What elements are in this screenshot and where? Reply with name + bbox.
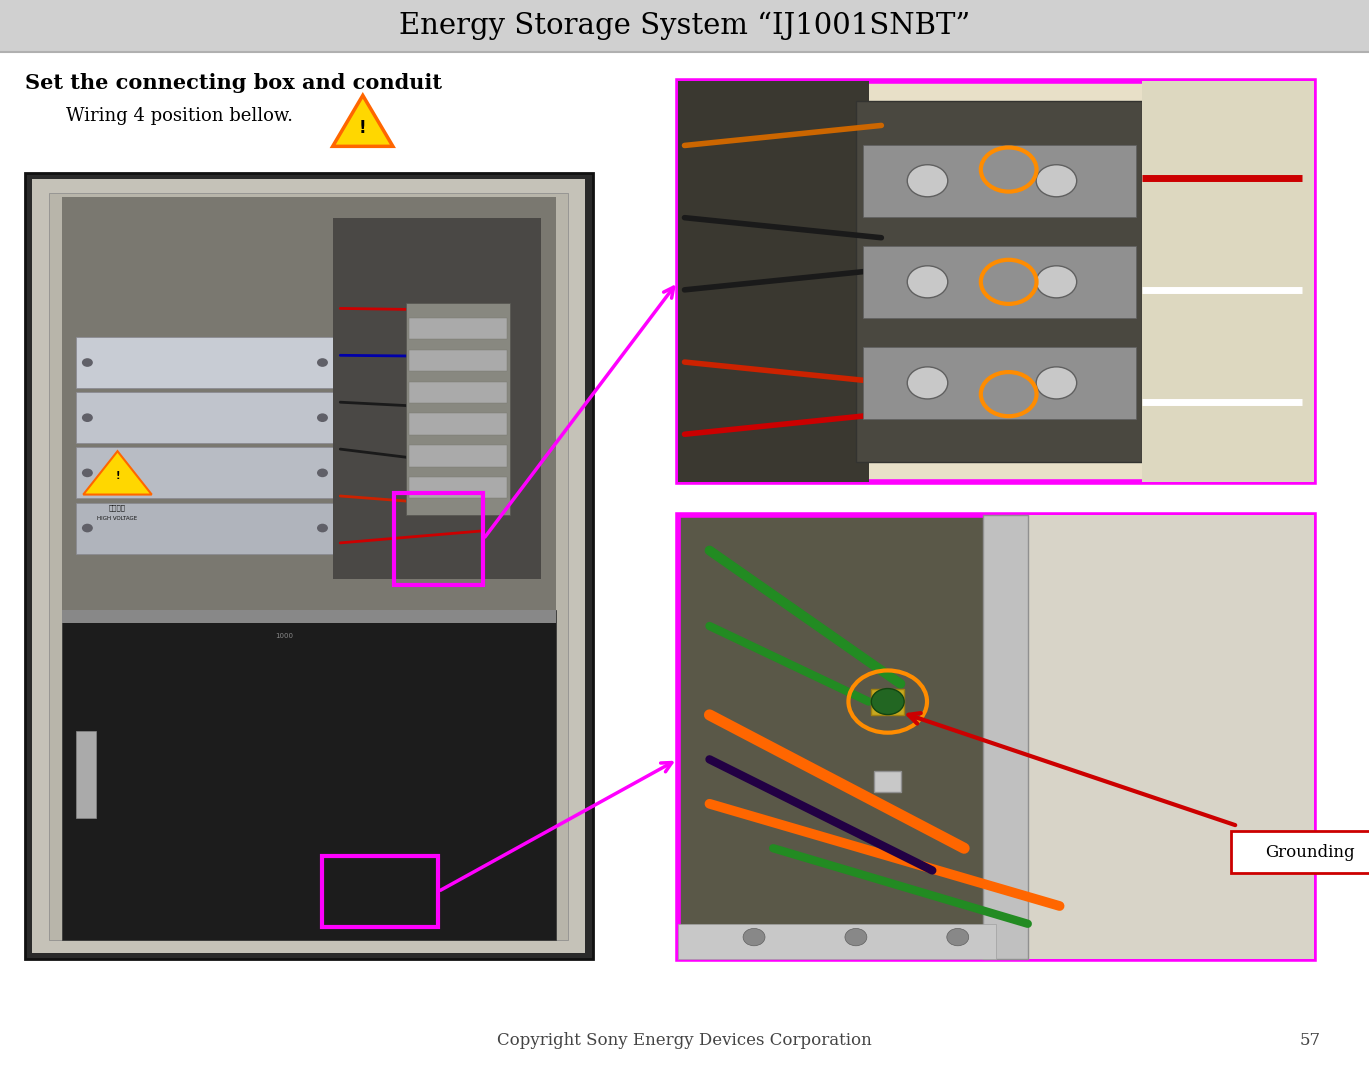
Circle shape bbox=[82, 358, 93, 366]
Bar bbox=[77, 448, 334, 499]
Bar bbox=[862, 144, 1135, 217]
Text: !: ! bbox=[359, 119, 367, 137]
Bar bbox=[0, 0, 1369, 52]
Bar bbox=[62, 609, 556, 623]
Bar bbox=[678, 924, 997, 959]
Text: 1000: 1000 bbox=[275, 633, 293, 640]
Bar bbox=[77, 392, 334, 443]
Text: !: ! bbox=[115, 472, 119, 481]
Bar bbox=[983, 515, 1028, 959]
Bar bbox=[409, 446, 507, 466]
Bar bbox=[678, 515, 1314, 959]
Bar bbox=[678, 81, 1314, 482]
Bar bbox=[678, 81, 869, 482]
Circle shape bbox=[318, 524, 329, 532]
Circle shape bbox=[82, 413, 93, 422]
Circle shape bbox=[947, 928, 969, 945]
Bar bbox=[409, 413, 507, 435]
Bar bbox=[1231, 831, 1369, 873]
Bar bbox=[77, 503, 334, 554]
Bar bbox=[62, 197, 556, 621]
Bar bbox=[997, 515, 1314, 959]
Bar bbox=[871, 688, 904, 714]
Circle shape bbox=[1036, 266, 1076, 298]
Circle shape bbox=[1036, 165, 1076, 197]
Bar bbox=[873, 771, 901, 792]
Circle shape bbox=[845, 928, 867, 945]
Bar bbox=[1142, 81, 1314, 482]
Circle shape bbox=[908, 165, 947, 197]
Circle shape bbox=[1036, 366, 1076, 399]
Bar bbox=[856, 101, 1142, 462]
Bar bbox=[77, 337, 334, 388]
Bar bbox=[409, 477, 507, 499]
Bar bbox=[62, 609, 556, 940]
Bar bbox=[322, 856, 438, 927]
Circle shape bbox=[908, 366, 947, 399]
Bar bbox=[409, 382, 507, 403]
Circle shape bbox=[82, 524, 93, 532]
Circle shape bbox=[318, 468, 329, 477]
Circle shape bbox=[318, 358, 329, 366]
Polygon shape bbox=[84, 451, 152, 494]
Text: Energy Storage System “IJ1001SNBT”: Energy Storage System “IJ1001SNBT” bbox=[398, 12, 971, 40]
Bar bbox=[31, 179, 586, 954]
Text: Copyright Sony Energy Devices Corporation: Copyright Sony Energy Devices Corporatio… bbox=[497, 1032, 872, 1049]
Circle shape bbox=[871, 688, 904, 714]
Text: Grounding: Grounding bbox=[1265, 843, 1354, 861]
Text: Wiring 4 position bellow.: Wiring 4 position bellow. bbox=[66, 107, 293, 125]
Bar bbox=[394, 493, 483, 585]
Circle shape bbox=[743, 928, 765, 945]
Text: HIGH VOLTAGE: HIGH VOLTAGE bbox=[97, 516, 137, 521]
Bar bbox=[409, 350, 507, 371]
Circle shape bbox=[908, 266, 947, 298]
Bar bbox=[862, 347, 1135, 420]
Bar bbox=[407, 304, 509, 515]
Text: Set the connecting box and conduit: Set the connecting box and conduit bbox=[25, 74, 442, 93]
Bar bbox=[334, 218, 541, 579]
Circle shape bbox=[82, 468, 93, 477]
Bar bbox=[862, 246, 1135, 318]
Polygon shape bbox=[333, 95, 393, 146]
Bar bbox=[25, 173, 593, 959]
Circle shape bbox=[318, 413, 329, 422]
Text: 57: 57 bbox=[1301, 1032, 1321, 1049]
Bar bbox=[49, 193, 568, 940]
Text: 高電注意: 高電注意 bbox=[110, 504, 126, 511]
Bar bbox=[409, 318, 507, 339]
Bar bbox=[77, 732, 96, 818]
